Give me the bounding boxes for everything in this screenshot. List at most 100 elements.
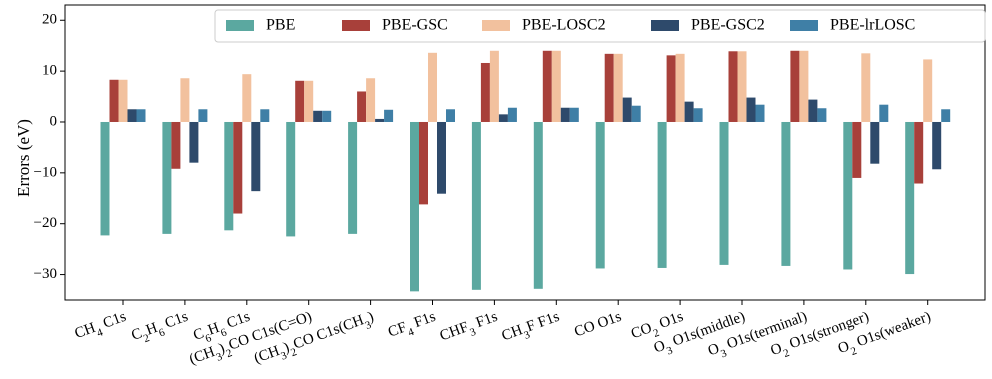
legend-label: PBE bbox=[266, 17, 295, 34]
bar-pbe-gsc-7 bbox=[542, 50, 552, 122]
bar-pbe-losc2-9 bbox=[675, 53, 685, 122]
bar-pbe-gsc2-6 bbox=[498, 114, 508, 122]
bar-pbe-gsc-1 bbox=[171, 121, 181, 169]
bar-pbe-lrlosc-9 bbox=[693, 108, 703, 122]
bar-pbe-gsc2-12 bbox=[870, 121, 880, 164]
legend-swatch bbox=[651, 20, 679, 31]
bar-pbe-gsc-0 bbox=[109, 79, 119, 122]
bar-pbe-0 bbox=[100, 121, 110, 236]
y-tick-label: 0 bbox=[50, 113, 58, 129]
bar-pbe-gsc2-11 bbox=[808, 99, 818, 122]
bar-pbe-losc2-7 bbox=[551, 50, 561, 122]
bar-pbe-gsc2-9 bbox=[684, 101, 694, 122]
bar-pbe-9 bbox=[657, 121, 667, 268]
legend-swatch bbox=[226, 20, 254, 31]
legend-swatch bbox=[482, 20, 510, 31]
y-axis-title: Errors (eV) bbox=[14, 119, 33, 197]
bar-pbe-losc2-3 bbox=[304, 80, 314, 122]
bar-pbe-losc2-8 bbox=[613, 53, 623, 122]
bar-pbe-gsc2-2 bbox=[251, 121, 261, 192]
legend-box bbox=[214, 9, 986, 43]
bar-pbe-lrlosc-11 bbox=[817, 108, 827, 122]
x-tick-label: (CH3)2CO C1s(CH3) bbox=[252, 309, 378, 372]
axes-group: 20 10 0 −10 −20 −30 bbox=[34, 4, 986, 305]
bar-pbe-losc2-11 bbox=[799, 50, 809, 122]
bar-pbe-lrlosc-10 bbox=[755, 104, 765, 122]
x-tick-label: CH3F F1s bbox=[500, 309, 564, 349]
legend-label: PBE-GSC bbox=[382, 17, 448, 34]
legend-label: PBE-LOSC2 bbox=[522, 17, 606, 34]
bar-pbe-7 bbox=[533, 121, 543, 289]
bar-pbe-gsc-3 bbox=[295, 80, 305, 122]
bar-pbe-gsc2-8 bbox=[622, 97, 632, 122]
bar-pbe-losc2-13 bbox=[923, 59, 933, 122]
bar-pbe-gsc2-1 bbox=[189, 121, 199, 163]
bar-pbe-gsc2-7 bbox=[560, 107, 570, 122]
bar-pbe-losc2-10 bbox=[737, 51, 747, 122]
x-tick-label: CO O1s bbox=[572, 309, 623, 341]
bar-pbe-gsc-8 bbox=[604, 53, 614, 122]
bar-pbe-gsc2-10 bbox=[746, 97, 756, 122]
bar-pbe-lrlosc-1 bbox=[198, 109, 208, 122]
bar-pbe-10 bbox=[719, 121, 729, 265]
y-tick-label: −30 bbox=[34, 266, 57, 282]
y-tick-label: −10 bbox=[34, 164, 57, 180]
bar-pbe-losc2-12 bbox=[861, 53, 871, 122]
bar-pbe-gsc-5 bbox=[419, 121, 428, 205]
bar-pbe-lrlosc-3 bbox=[322, 110, 332, 122]
bar-pbe-lrlosc-12 bbox=[879, 104, 889, 122]
bar-pbe-12 bbox=[843, 121, 853, 270]
bar-pbe-gsc-11 bbox=[790, 50, 800, 122]
legend: PBE PBE-GSC PBE-LOSC2 PBE-GSC2 PBE-lrLOSC bbox=[214, 9, 986, 43]
y-tick-label: 20 bbox=[42, 12, 57, 28]
bar-pbe-11 bbox=[781, 121, 791, 266]
bar-pbe-losc2-4 bbox=[366, 78, 376, 122]
bar-pbe-losc2-1 bbox=[180, 78, 190, 122]
legend-label: PBE-GSC2 bbox=[691, 17, 765, 34]
bar-pbe-gsc-4 bbox=[357, 91, 367, 122]
x-tick-label: CHF3 F1s bbox=[438, 309, 502, 349]
bar-pbe-losc2-6 bbox=[489, 50, 499, 122]
bar-pbe-lrlosc-7 bbox=[569, 107, 579, 122]
bar-pbe-gsc-6 bbox=[480, 62, 490, 122]
bar-pbe-gsc2-0 bbox=[127, 109, 137, 122]
bar-pbe-8 bbox=[595, 121, 605, 269]
bar-pbe-lrlosc-4 bbox=[384, 109, 394, 122]
bar-pbe-gsc2-3 bbox=[313, 110, 323, 122]
bar-pbe-losc2-2 bbox=[242, 74, 252, 122]
x-tick-label: CF4 F1s bbox=[386, 309, 440, 346]
bar-pbe-losc2-5 bbox=[428, 52, 437, 122]
plot-frame bbox=[64, 4, 986, 301]
legend-swatch bbox=[790, 20, 818, 31]
legend-swatch bbox=[342, 20, 370, 31]
bar-pbe-1 bbox=[162, 121, 172, 234]
x-tick-label: C2H6 C1s bbox=[129, 309, 192, 349]
bar-pbe-lrlosc-6 bbox=[507, 107, 517, 122]
bar-pbe-13 bbox=[905, 121, 915, 275]
bar-pbe-2 bbox=[224, 121, 234, 231]
bar-pbe-3 bbox=[286, 121, 296, 237]
bar-pbe-gsc-10 bbox=[728, 51, 738, 122]
bar-pbe-lrlosc-0 bbox=[136, 109, 146, 122]
y-tick-label: −20 bbox=[34, 215, 57, 231]
bar-pbe-gsc2-13 bbox=[932, 121, 942, 170]
bar-pbe-6 bbox=[471, 121, 481, 290]
bar-pbe-gsc-12 bbox=[852, 121, 862, 178]
bar-pbe-lrlosc-13 bbox=[941, 109, 951, 122]
x-tick-label: CH4 C1s bbox=[73, 309, 131, 347]
bar-pbe-4 bbox=[348, 121, 358, 234]
y-tick-label: 10 bbox=[42, 63, 57, 79]
bar-pbe-losc2-0 bbox=[118, 79, 128, 122]
bar-pbe-gsc2-5 bbox=[437, 121, 446, 194]
bar-pbe-gsc2-4 bbox=[375, 118, 385, 122]
bar-pbe-gsc-9 bbox=[666, 55, 676, 122]
legend-label: PBE-lrLOSC bbox=[830, 17, 915, 34]
bar-pbe-gsc-13 bbox=[914, 121, 924, 184]
bar-pbe-gsc-2 bbox=[233, 121, 243, 214]
bar-pbe-lrlosc-5 bbox=[446, 109, 455, 122]
bar-pbe-lrlosc-2 bbox=[260, 109, 270, 122]
bars-group bbox=[100, 50, 951, 292]
bar-pbe-5 bbox=[410, 121, 419, 292]
